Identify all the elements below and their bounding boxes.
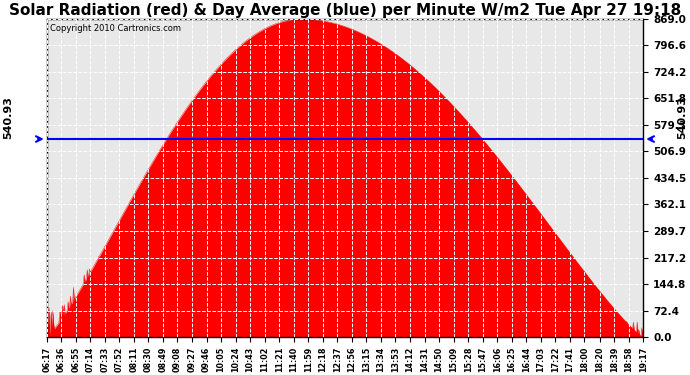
Title: Solar Radiation (red) & Day Average (blue) per Minute W/m2 Tue Apr 27 19:18: Solar Radiation (red) & Day Average (blu… bbox=[9, 3, 681, 18]
Text: Copyright 2010 Cartronics.com: Copyright 2010 Cartronics.com bbox=[50, 24, 181, 33]
Text: 540.93: 540.93 bbox=[3, 96, 13, 139]
Text: 540.93: 540.93 bbox=[677, 96, 687, 139]
